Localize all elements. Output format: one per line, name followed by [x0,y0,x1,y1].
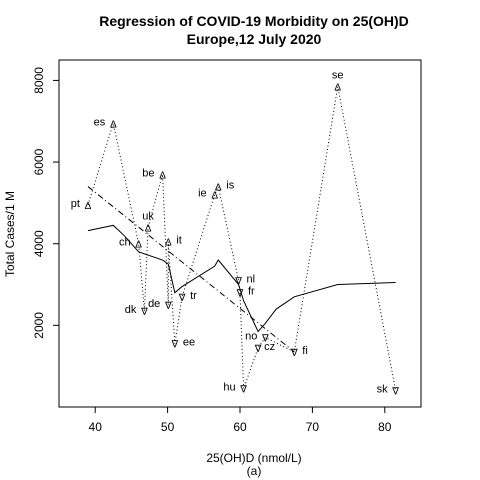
smooth-fit-layer [87,224,396,333]
y-axis: 2000 4000 6000 8000 [32,67,59,339]
y-tick-label: 8000 [32,67,46,94]
data-point-marker: Δ [159,170,166,181]
data-point-marker: ∇ [178,293,186,304]
data-point-label: ie [198,188,207,200]
chart-caption: (a) [247,464,262,478]
data-point-label: tr [190,290,197,302]
data-point-marker: ∇ [290,348,298,359]
data-point-label: ch [119,237,131,249]
chart-title-line-2: Europe,12 July 2020 [187,31,322,47]
data-point-marker: Δ [165,238,172,249]
data-point-marker: Δ [211,191,218,202]
data-point-marker: Δ [145,223,152,234]
data-point-marker: ∇ [236,289,244,300]
y-axis-label: Total Cases/1 M [3,191,17,277]
regression-line [87,186,295,353]
data-point-label: dk [125,304,137,316]
data-point-label: es [94,116,106,128]
smooth-fit-line [87,224,396,333]
data-point-label: no [245,331,257,343]
chart-title-line-1: Regression of COVID-19 Morbidity on 25(O… [99,13,409,29]
data-point-label: pt [71,198,80,210]
data-point-marker: Δ [110,119,117,130]
data-point-marker: ∇ [140,307,148,318]
data-point-label: be [142,167,154,179]
x-tick-label: 40 [89,420,103,434]
data-point-label: is [226,180,234,192]
x-tick-label: 50 [161,420,175,434]
data-point-label: se [332,70,344,82]
data-point-label: it [176,235,182,247]
x-axis-label: 25(OH)D (nmol/L) [206,451,301,465]
data-point-label: fi [302,345,308,357]
data-point-label: sk [377,384,389,396]
dotted-connector-layer [87,86,397,391]
x-tick-label: 70 [306,420,320,434]
data-point-label: hu [223,382,235,394]
data-point-label: ee [183,337,195,349]
data-point-marker: ∇ [164,301,172,312]
dotted-connector-line [87,86,397,391]
data-point-label: fr [248,286,255,298]
x-tick-label: 60 [233,420,247,434]
x-axis: 40 50 60 70 80 [89,407,392,434]
regression-line-layer [87,186,295,353]
data-point-marker: ∇ [170,340,178,351]
plot-frame [58,59,422,408]
data-point-label: de [148,298,160,310]
data-point-marker: ∇ [234,276,242,287]
data-point-label: cz [264,341,275,353]
data-point-marker: ∇ [239,385,247,396]
y-tick-label: 6000 [32,148,46,175]
data-point-marker: Δ [334,83,341,94]
data-point-marker: ∇ [391,387,399,398]
data-point-label: nl [247,273,256,285]
data-point-marker: ∇ [261,334,269,345]
data-point-label: uk [142,210,154,222]
data-point-marker: Δ [135,240,142,251]
y-tick-label: 2000 [32,312,46,339]
x-tick-label: 80 [378,420,392,434]
y-tick-label: 4000 [32,230,46,257]
data-point-marker: ∇ [254,344,262,355]
data-point-marker: Δ [85,201,92,212]
data-point-marker: Δ [215,183,222,194]
